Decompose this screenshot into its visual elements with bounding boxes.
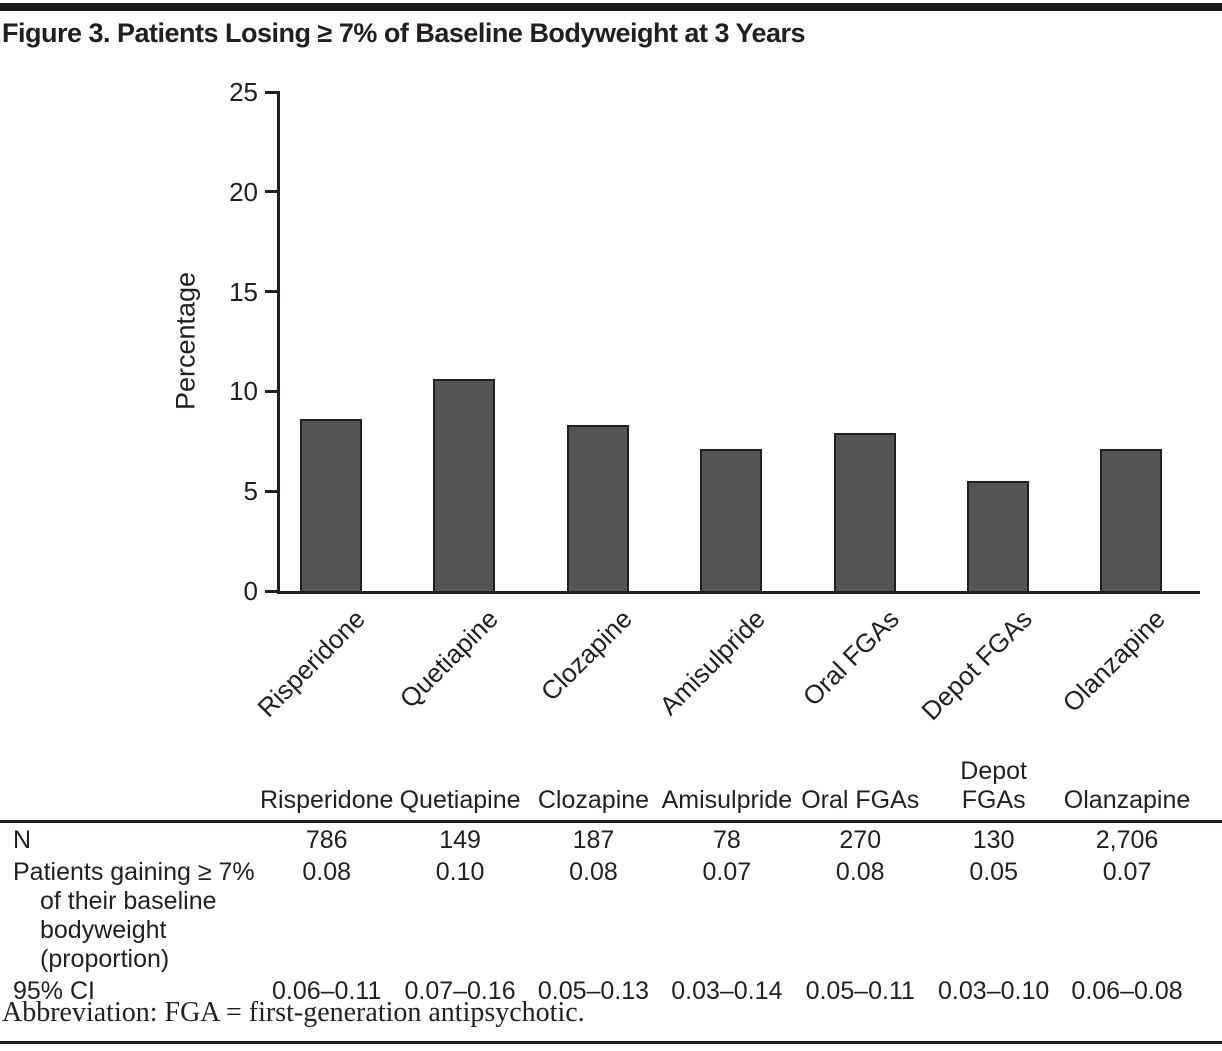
table-cell: 270 (839, 826, 882, 854)
data-table: Risperidone Quetiapine Clozapine Amisulprid… (0, 757, 1222, 1006)
table-cell: 0.08 (835, 858, 885, 886)
column-header: Risperidone (260, 786, 394, 814)
bar-olanzapine (1100, 449, 1163, 591)
plot-area: Percentage 0 5 10 15 20 25 Risperidone Quetiap… (171, 79, 1200, 726)
bar-chart: Percentage 0 5 10 15 20 25 Risperidone Quetiap… (171, 79, 1200, 726)
table-cell: 187 (572, 826, 615, 854)
row-label-line: (proportion) (40, 945, 170, 973)
row-label-line: Patients gaining ≥ 7% (13, 858, 255, 886)
table-cell: 0.07 (702, 858, 752, 886)
y-tick (265, 389, 280, 393)
table-cell: 78 (712, 826, 741, 854)
y-tick-label: 5 (243, 476, 258, 507)
table-cell: 0.05 (969, 858, 1018, 886)
table-cell: 0.07 (1102, 858, 1152, 886)
bar-quetiapine (433, 379, 496, 591)
column-header: Depot FGAs (960, 757, 1027, 814)
table-row: N 786 149 187 78 270 130 2,706 (0, 823, 1222, 855)
bar-amisulpride (700, 449, 763, 591)
row-label-line: of their baseline (40, 887, 217, 915)
column-header: Clozapine (537, 786, 650, 814)
table-body: N 786 149 187 78 270 130 2,706 Patients gaining … (0, 823, 1222, 1006)
row-label: Patients gaining ≥ 7% of their baseline bo… (0, 858, 260, 974)
abbreviation-note: Abbreviation: FGA = first-generation ant… (2, 997, 585, 1028)
table-cell: 0.06–0.08 (1071, 977, 1183, 1005)
y-tick (265, 190, 280, 194)
y-tick (265, 290, 280, 294)
table-cell: 130 (972, 826, 1015, 854)
y-axis-label: Percentage (170, 271, 201, 411)
row-label-line: 95% CI (13, 977, 95, 1005)
column-header: Olanzapine (1063, 786, 1191, 814)
table-header-row: Risperidone Quetiapine Clozapine Amisulprid… (0, 757, 1222, 820)
table-cell: 0.06–0.11 (272, 977, 382, 1005)
table-row: Patients gaining ≥ 7% of their baseline bo… (0, 855, 1222, 974)
bar-depot-fgas (967, 481, 1029, 591)
y-tick-label: 0 (243, 576, 258, 606)
y-tick (265, 489, 280, 493)
table-cell: 2,706 (1095, 826, 1159, 854)
table-cell: 0.03–0.14 (671, 977, 783, 1005)
y-tick-label: 25 (229, 77, 258, 107)
row-label-line: N (13, 826, 32, 854)
column-header: Quetiapine (399, 786, 521, 814)
table-cell: 149 (439, 826, 481, 854)
table-cell: 786 (305, 826, 348, 854)
table-cell: 0.07–0.16 (404, 977, 516, 1005)
table-cell: 0.05–0.11 (805, 977, 915, 1005)
row-label-line: bodyweight (40, 916, 167, 944)
row-label: 95% CI (0, 977, 260, 1006)
y-tick (265, 589, 280, 593)
table-cell: 0.10 (435, 858, 485, 886)
table-cell: 0.08 (302, 858, 352, 886)
y-tick (265, 90, 280, 94)
bar-risperidone (300, 419, 362, 591)
column-header: Oral FGAs (801, 786, 920, 814)
row-label: N (0, 826, 260, 855)
y-tick-label: 10 (229, 376, 258, 407)
table-row: 95% CI 0.06–0.11 0.07–0.16 0.05–0.13 0.03–0.… (0, 974, 1222, 1006)
column-header: Amisulpride (661, 786, 793, 814)
figure-title: Figure 3. Patients Losing ≥ 7% of Baseli… (2, 18, 806, 48)
table-header-rule (0, 820, 1222, 823)
bar-oral-fgas (833, 433, 896, 591)
top-rule (0, 3, 1222, 11)
bottom-rule (0, 1041, 1222, 1044)
y-tick-label: 20 (229, 176, 258, 207)
table-cell: 0.03–0.10 (938, 977, 1050, 1005)
table-cell: 0.05–0.13 (537, 977, 650, 1005)
table-cell: 0.08 (569, 858, 618, 886)
y-tick-label: 15 (229, 276, 258, 307)
bar-clozapine (566, 425, 629, 591)
